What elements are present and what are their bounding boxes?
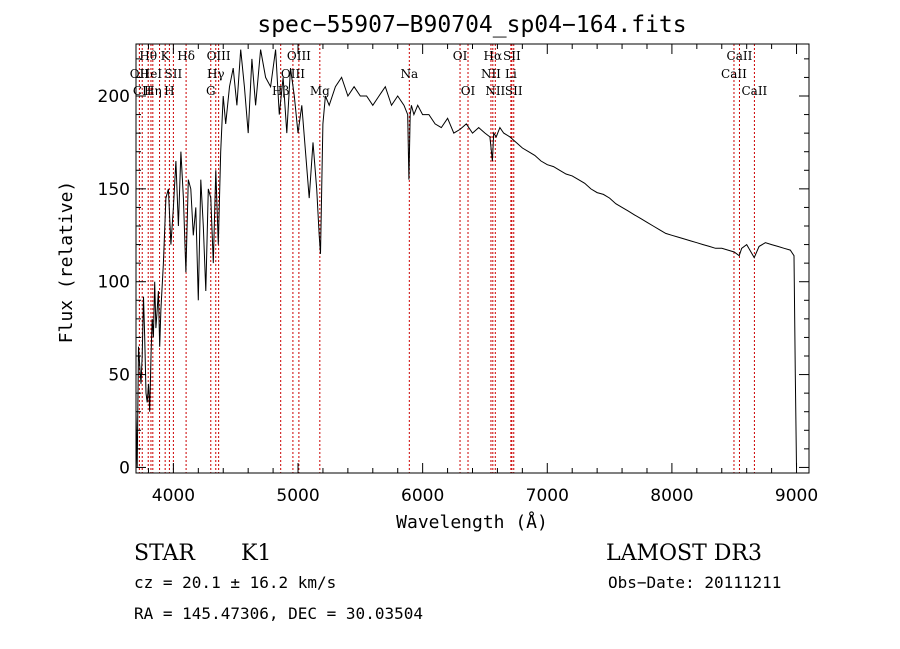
ra-dec: RA = 145.47306, DEC = 30.03504 — [134, 604, 423, 623]
survey-name: LAMOST DR3 — [606, 541, 762, 566]
spectral-line-label: CII — [133, 84, 152, 98]
y-tick-label: 50 — [108, 366, 130, 386]
y-axis-label: Flux (relative) — [56, 181, 77, 344]
spectral-line-labels: OII CII Hθ HeI Hη K H SII Hδ G Hγ OIII Hβ OIII OIII Mg N… — [130, 49, 768, 98]
spectral-line-label: CaII — [741, 84, 767, 98]
spectral-line-label: CaII — [721, 67, 747, 81]
spectral-line-label: OII — [130, 67, 150, 81]
spectral-line-label: OIII — [287, 49, 311, 63]
spectral-line-label: Mg — [310, 84, 330, 98]
x-tick-label: 9000 — [775, 486, 818, 506]
obs-date: Obs−Date: 20111211 — [608, 573, 781, 592]
object-subclass: K1 — [241, 541, 271, 566]
spectral-lines-layer — [138, 44, 755, 473]
spectral-line-label: Hθ — [139, 49, 157, 63]
series-layer — [135, 49, 797, 468]
spectral-line-label: Hδ — [177, 49, 195, 63]
spectral-line-label: Hα — [484, 49, 503, 63]
x-axis-ticks: 4000 5000 6000 7000 8000 9000 — [147, 44, 818, 506]
chart-title: spec−55907−B90704_sp04−164.fits — [257, 12, 686, 38]
spectral-line-label: Hγ — [207, 67, 225, 81]
x-axis-label: Wavelength (Å) — [396, 511, 548, 533]
x-tick-label: 8000 — [650, 486, 693, 506]
spectral-line-label: SII — [503, 49, 521, 63]
spectral-line-label: SII — [165, 67, 183, 81]
spectral-line-label: OIII — [281, 67, 305, 81]
spectral-line-label: CaII — [727, 49, 753, 63]
spectral-line-label: G — [206, 84, 216, 98]
x-tick-label: 6000 — [401, 486, 444, 506]
spectral-line-label: HeI — [140, 67, 163, 81]
y-tick-label: 0 — [119, 458, 130, 478]
x-tick-label: 5000 — [276, 486, 319, 506]
y-tick-label: 150 — [98, 180, 130, 200]
x-tick-label: 4000 — [152, 486, 195, 506]
flux-series-line — [135, 49, 797, 468]
spectral-line-label: Hβ — [272, 84, 289, 98]
spectral-line-label: K — [161, 49, 171, 63]
spectral-line-label: Na — [400, 67, 418, 81]
y-tick-label: 200 — [98, 87, 130, 107]
plot-frame — [135, 43, 810, 474]
spectral-line-label: SII — [505, 84, 523, 98]
spectral-line-label: Li — [505, 67, 517, 81]
spectral-line-label: OI — [453, 49, 468, 63]
spectral-line-label: NII — [481, 67, 501, 81]
spectral-line-label: NII — [485, 84, 505, 98]
y-axis-ticks: 0 50 100 150 200 — [98, 58, 809, 478]
spectral-line-label: H — [164, 84, 174, 98]
spectral-line-label: OIII — [207, 49, 231, 63]
object-class: STAR — [134, 541, 196, 566]
x-tick-label: 7000 — [526, 486, 569, 506]
spectral-line-label: Hη — [144, 84, 162, 98]
spectral-line-label: OI — [461, 84, 476, 98]
redshift-cz: cz = 20.1 ± 16.2 km/s — [134, 573, 336, 592]
y-tick-label: 100 — [98, 273, 130, 293]
